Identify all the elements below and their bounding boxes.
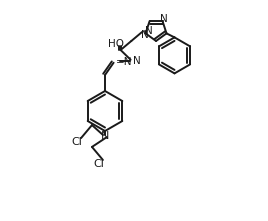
Text: =N: =N: [116, 57, 132, 67]
Text: N: N: [133, 56, 140, 66]
Text: N: N: [141, 30, 148, 40]
Text: N: N: [145, 26, 153, 36]
Text: Cl: Cl: [72, 137, 83, 147]
Text: N: N: [101, 131, 109, 141]
Text: Cl: Cl: [94, 159, 104, 169]
Text: HO: HO: [108, 39, 124, 49]
Text: N: N: [160, 14, 168, 24]
